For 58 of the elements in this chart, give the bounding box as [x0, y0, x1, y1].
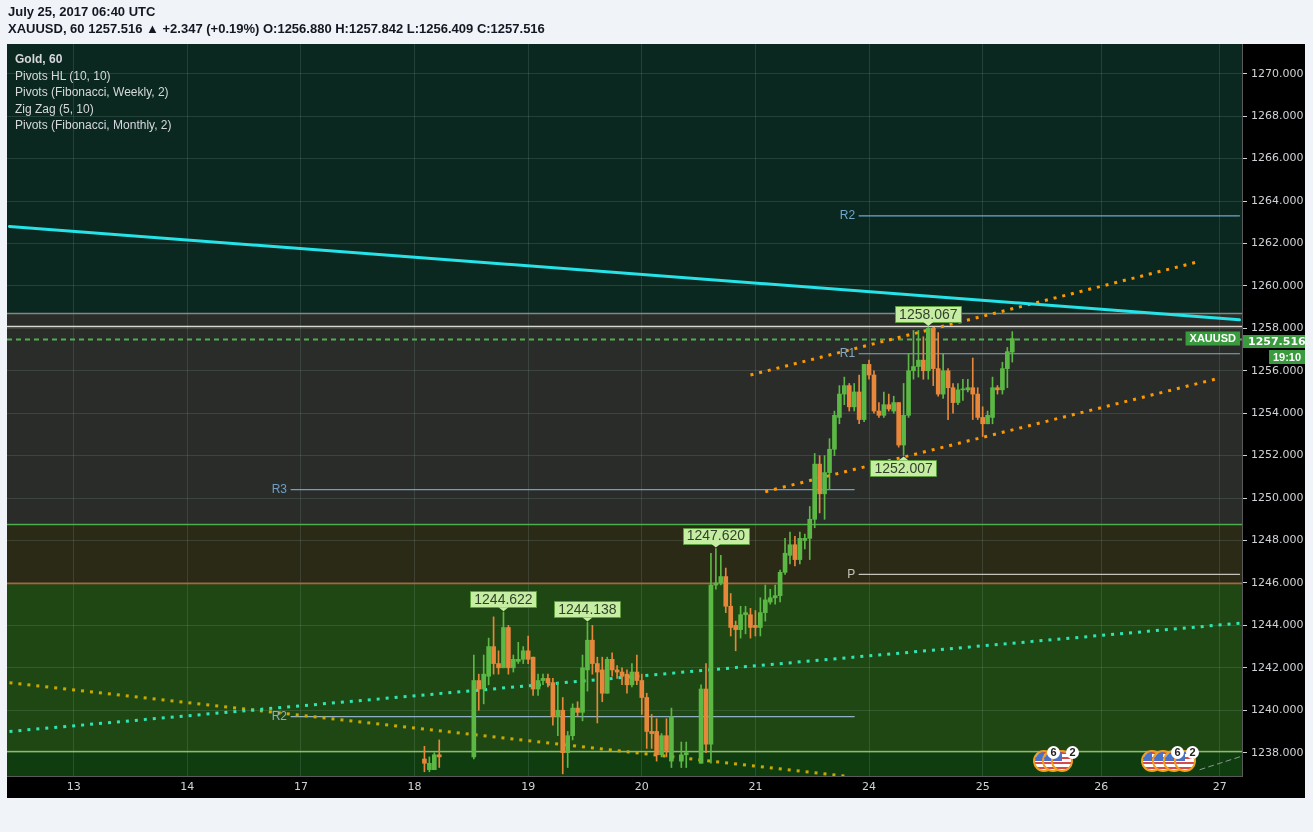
text: 19:10	[1269, 350, 1305, 364]
series-label: R3	[271, 481, 288, 496]
y-tick-label: 1258.000	[1251, 321, 1304, 335]
ref-line-label: XAUUSD	[1189, 332, 1237, 345]
candlestick	[965, 378, 971, 393]
y-tick-label: 1244.000	[1251, 618, 1304, 632]
x-tick-label: 26	[1094, 780, 1109, 794]
annotation: Pivots (Fibonacci, Weekly, 2)	[15, 85, 169, 100]
annotation: 6	[1047, 746, 1060, 759]
series-label: R2	[839, 208, 856, 223]
annotation: Pivots HL (10, 10)	[15, 68, 111, 84]
candlestick	[683, 741, 689, 768]
y-tick-label: 1242.000	[1251, 660, 1304, 674]
y-tick-label: 1254.000	[1251, 406, 1304, 420]
x-tick-label: 25	[975, 780, 990, 794]
y-tick-label: 1256.000	[1251, 363, 1304, 377]
y-tick-label: 1250.000	[1251, 490, 1304, 504]
x-tick-label: 13	[66, 780, 81, 794]
annotation: 6	[1171, 746, 1184, 759]
text: 1257.516	[1243, 335, 1306, 348]
y-tick-label: 1260.000	[1251, 278, 1304, 292]
annotation: 1244.622	[474, 591, 533, 608]
y-tick-label: 1248.000	[1251, 533, 1304, 547]
x-tick-label: 27	[1212, 780, 1227, 794]
annotation: 1252.007	[874, 460, 934, 477]
annotation: 1258.067	[899, 305, 958, 322]
chart-title: July 25, 2017 06:40 UTC	[8, 4, 156, 20]
chart-subtitle: XAUUSD, 60 1257.516 ▲ +2.347 (+0.19%) O:1256.880 H:1257.842 L:1256.409 C:1257.516	[8, 21, 545, 37]
candlestick	[555, 682, 561, 737]
x-tick-label: 19	[521, 780, 536, 794]
y-tick-label: 1266.000	[1251, 151, 1304, 165]
annotation: Zig Zag (5, 10)	[15, 101, 94, 117]
x-tick-label: 14	[180, 780, 195, 794]
y-tick-label: 1262.000	[1251, 236, 1304, 250]
x-tick-label: 24	[862, 780, 877, 794]
x-tick-label: 17	[293, 780, 308, 794]
candlestick	[436, 739, 442, 768]
y-tick-label: 1246.000	[1251, 575, 1304, 589]
series-label: R1	[839, 346, 856, 361]
x-tick-label: 21	[748, 780, 763, 794]
annotation: Gold, 60	[15, 52, 63, 67]
annotation: 2	[1066, 746, 1079, 759]
candlestick	[970, 357, 976, 420]
x-tick-label: 18	[407, 780, 422, 794]
x-tick-label: 20	[634, 780, 649, 794]
series-label: R2	[271, 708, 288, 723]
annotation: 1247.620	[686, 527, 746, 544]
annotation: 1244.138	[558, 601, 617, 618]
annotation: Pivots (Fibonacci, Monthly, 2)	[15, 118, 172, 133]
annotation: 2	[1186, 746, 1199, 759]
series-label: P	[847, 566, 856, 581]
y-tick-label: 1240.000	[1251, 703, 1304, 717]
y-tick-label: 1238.000	[1251, 745, 1304, 759]
y-tick-label: 1268.000	[1251, 109, 1304, 122]
y-tick-label: 1264.000	[1251, 193, 1304, 207]
y-tick-label: 1252.000	[1251, 448, 1304, 462]
candlestick	[476, 673, 482, 711]
y-tick-label: 1270.000	[1251, 66, 1304, 80]
